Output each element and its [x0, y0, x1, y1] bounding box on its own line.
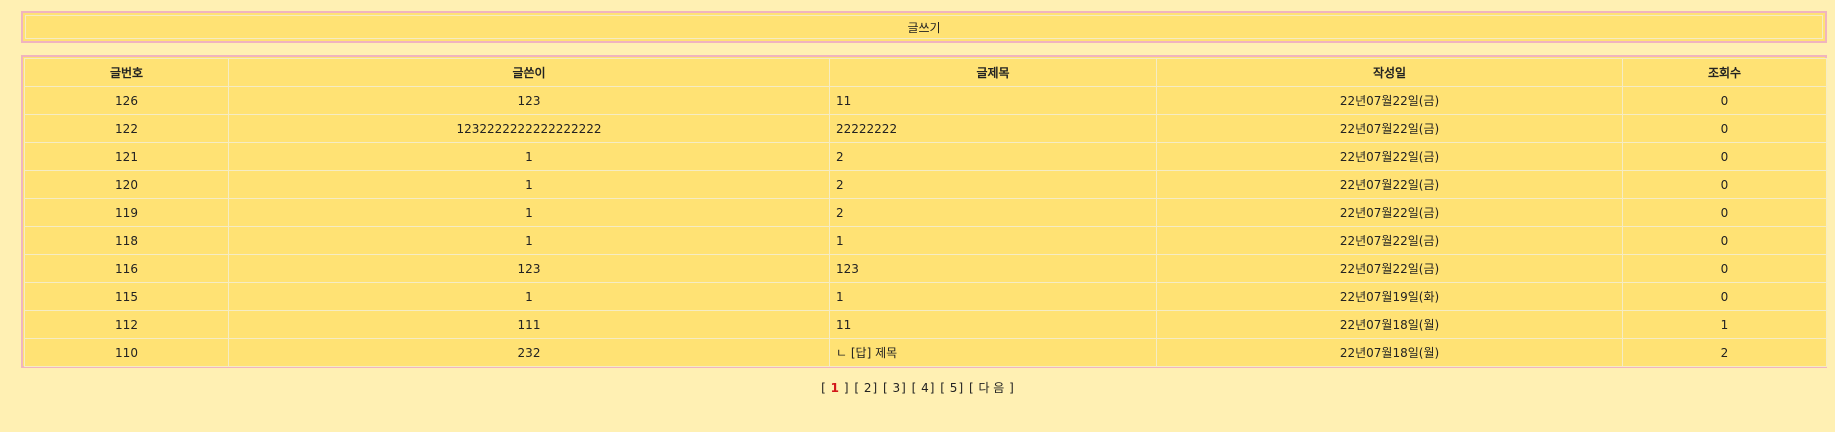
- cell-post-number: 116: [24, 254, 229, 283]
- header-title: 글제목: [829, 58, 1157, 87]
- table-header-row: 글번호 글쓴이 글제목 작성일 조회수: [24, 58, 1827, 87]
- write-cell: 글쓰기: [25, 15, 1823, 39]
- cell-views: 1: [1622, 310, 1827, 339]
- table-row: 115 1 1 22년07월19일(화) 0: [24, 282, 1827, 311]
- cell-date: 22년07월19일(화): [1156, 282, 1623, 311]
- table-body: 126 123 11 22년07월22일(금) 0 122 1232222222222222…: [24, 86, 1827, 367]
- header-date: 작성일: [1156, 58, 1623, 87]
- cell-author: 1: [228, 226, 830, 255]
- cell-date: 22년07월22일(금): [1156, 142, 1623, 171]
- cell-author: 232: [228, 338, 830, 367]
- cell-title[interactable]: 1: [829, 282, 1157, 311]
- cell-date: 22년07월22일(금): [1156, 254, 1623, 283]
- page-item[interactable]: [ 5]: [940, 381, 964, 395]
- page-link[interactable]: 4: [921, 381, 929, 395]
- cell-views: 2: [1622, 338, 1827, 367]
- cell-title[interactable]: 2: [829, 142, 1157, 171]
- cell-views: 0: [1622, 254, 1827, 283]
- board-table-wrapper: 글번호 글쓴이 글제목 작성일 조회수 126 123 11 22년07월22일(금)…: [21, 55, 1827, 368]
- header-post-number: 글번호: [24, 58, 229, 87]
- pagination: [ 1 ] [ 2] [ 3] [ 4] [ 5] [ 다 음 ]: [0, 379, 1835, 396]
- cell-views: 0: [1622, 198, 1827, 227]
- cell-views: 0: [1622, 282, 1827, 311]
- cell-date: 22년07월22일(금): [1156, 86, 1623, 115]
- cell-date: 22년07월18일(월): [1156, 338, 1623, 367]
- cell-views: 0: [1622, 142, 1827, 171]
- cell-post-number: 122: [24, 114, 229, 143]
- cell-date: 22년07월22일(금): [1156, 226, 1623, 255]
- table-row: 119 1 2 22년07월22일(금) 0: [24, 198, 1827, 227]
- table-row: 118 1 1 22년07월22일(금) 0: [24, 226, 1827, 255]
- cell-author: 123: [228, 86, 830, 115]
- page-current: 1: [830, 381, 839, 395]
- page-item[interactable]: [ 3]: [882, 381, 906, 395]
- table-row: 116 123 123 22년07월22일(금) 0: [24, 254, 1827, 283]
- table-row: 122 1232222222222222222 22222222 22년07월22일(…: [24, 114, 1827, 143]
- page-item[interactable]: [ 2]: [854, 381, 878, 395]
- cell-date: 22년07월22일(금): [1156, 114, 1623, 143]
- header-views: 조회수: [1622, 58, 1827, 87]
- cell-author: 1: [228, 170, 830, 199]
- cell-views: 0: [1622, 114, 1827, 143]
- page-link[interactable]: 3: [892, 381, 901, 395]
- cell-title[interactable]: 22222222: [829, 114, 1157, 143]
- cell-author: 1232222222222222222: [228, 114, 830, 143]
- cell-author: 1: [228, 282, 830, 311]
- cell-title[interactable]: 11: [829, 86, 1157, 115]
- cell-author: 1: [228, 198, 830, 227]
- cell-post-number: 119: [24, 198, 229, 227]
- header-author: 글쓴이: [228, 58, 830, 87]
- table-row: 120 1 2 22년07월22일(금) 0: [24, 170, 1827, 199]
- page-item[interactable]: [ 4]: [911, 381, 935, 395]
- page-link[interactable]: 5: [949, 381, 958, 395]
- cell-title[interactable]: 1: [829, 226, 1157, 255]
- cell-title[interactable]: 2: [829, 170, 1157, 199]
- cell-title[interactable]: 11: [829, 310, 1157, 339]
- write-box: 글쓰기: [21, 11, 1827, 43]
- cell-post-number: 126: [24, 86, 229, 115]
- cell-views: 0: [1622, 86, 1827, 115]
- cell-author: 1: [228, 142, 830, 171]
- table-row: 126 123 11 22년07월22일(금) 0: [24, 86, 1827, 115]
- table-row: 110 232 ㄴ [답] 제목 22년07월18일(월) 2: [24, 338, 1827, 367]
- cell-post-number: 118: [24, 226, 229, 255]
- cell-views: 0: [1622, 226, 1827, 255]
- cell-post-number: 112: [24, 310, 229, 339]
- cell-title[interactable]: 123: [829, 254, 1157, 283]
- cell-author: 111: [228, 310, 830, 339]
- cell-views: 0: [1622, 170, 1827, 199]
- next-page-item[interactable]: [ 다 음 ]: [968, 381, 1014, 395]
- cell-post-number: 121: [24, 142, 229, 171]
- next-page-link[interactable]: 다 음: [978, 381, 1005, 395]
- cell-post-number: 110: [24, 338, 229, 367]
- cell-author: 123: [228, 254, 830, 283]
- cell-title[interactable]: ㄴ [답] 제목: [829, 338, 1157, 367]
- cell-title[interactable]: 2: [829, 198, 1157, 227]
- table-row: 112 111 11 22년07월18일(월) 1: [24, 310, 1827, 339]
- cell-post-number: 120: [24, 170, 229, 199]
- cell-date: 22년07월18일(월): [1156, 310, 1623, 339]
- table-row: 121 1 2 22년07월22일(금) 0: [24, 142, 1827, 171]
- cell-date: 22년07월22일(금): [1156, 198, 1623, 227]
- page-current-item: [ 1 ]: [821, 381, 849, 395]
- cell-date: 22년07월22일(금): [1156, 170, 1623, 199]
- write-post-link[interactable]: 글쓰기: [907, 20, 941, 35]
- page-link[interactable]: 2: [863, 381, 872, 395]
- cell-post-number: 115: [24, 282, 229, 311]
- board-table: 글번호 글쓴이 글제목 작성일 조회수 126 123 11 22년07월22일(금)…: [24, 58, 1827, 367]
